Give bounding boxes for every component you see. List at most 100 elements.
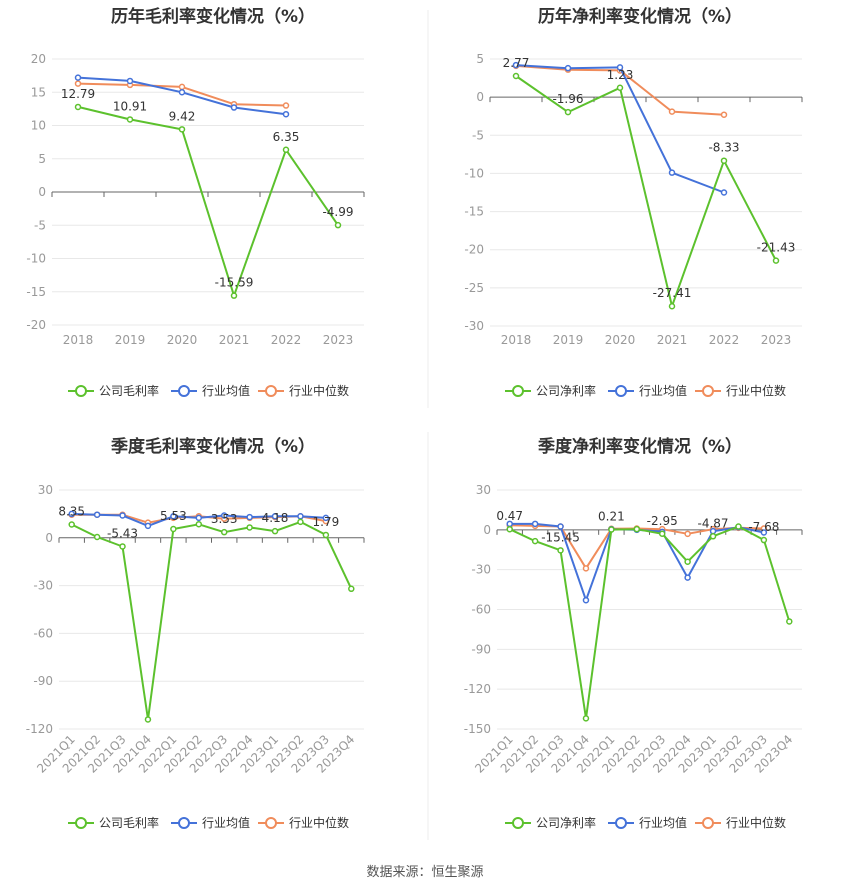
legend-marker-avg: [178, 817, 190, 829]
data-point-median: [720, 111, 728, 118]
series-line-company: [77, 105, 339, 297]
data-point-company: [119, 543, 126, 550]
legend-marker-company: [75, 817, 87, 829]
data-point-company: [512, 72, 520, 80]
y-tick-label: -20: [464, 243, 484, 257]
y-tick-label: 15: [31, 85, 46, 99]
data-point-company: [506, 525, 513, 533]
data-point-company: [709, 533, 717, 540]
series-line-company: [71, 520, 353, 721]
data-label: 6.35: [273, 130, 300, 144]
x-tick-label: 2022: [709, 333, 740, 347]
y-tick-label: -90: [33, 674, 53, 688]
series-line-company: [515, 75, 777, 308]
chart-title: 历年净利率变化情况（%）: [538, 6, 742, 27]
x-tick-label: 2021: [657, 333, 688, 347]
data-point-avg: [220, 512, 228, 519]
legend-label: 行业均值: [639, 383, 687, 398]
x-tick-label: 2019: [553, 333, 584, 347]
legend-marker-company: [75, 385, 87, 397]
data-point-avg: [271, 513, 279, 520]
y-tick-label: -30: [464, 319, 484, 333]
y-tick-label: -10: [464, 166, 484, 180]
x-tick-label: 2018: [63, 333, 94, 347]
data-point-avg: [668, 169, 676, 176]
legend-marker-avg: [615, 817, 627, 829]
x-tick-label: 2019: [115, 333, 146, 347]
series-line-company: [509, 525, 791, 720]
x-tick-label: 2018: [501, 333, 532, 347]
y-tick-label: 5: [476, 52, 484, 66]
data-point-company: [531, 537, 539, 545]
data-point-company: [720, 157, 728, 164]
data-point-company: [616, 84, 624, 92]
data-label: 8.35: [58, 504, 85, 518]
x-tick-label: 2022: [271, 333, 302, 347]
data-point-median: [668, 108, 676, 115]
quarterly-net-margin-chart: 季度净利率变化情况（%）300-30-60-90-120-1502021Q120…: [464, 436, 803, 830]
data-point-avg: [557, 523, 564, 530]
data-point-company: [126, 116, 134, 123]
y-tick-label: -15: [464, 205, 484, 219]
data-label: -5.43: [107, 526, 138, 540]
data-label: -15.45: [541, 530, 580, 544]
data-point-avg: [684, 574, 691, 581]
data-label: -7.68: [748, 520, 779, 534]
data-point-company: [74, 103, 82, 111]
data-point-avg: [74, 74, 82, 81]
data-label: -27.41: [653, 286, 692, 300]
y-tick-label: 0: [483, 523, 491, 537]
data-point-company: [557, 547, 564, 554]
data-point-company: [564, 108, 572, 116]
legend-marker-median: [702, 385, 714, 397]
data-point-avg: [126, 77, 134, 85]
annual-gross-margin-chart: 历年毛利率变化情况（%） 20 15 10 5 0 -5 -10 -15 -20 2018 2019 2…: [26, 6, 365, 398]
data-point-company: [633, 525, 641, 533]
y-tick-label: 30: [476, 483, 491, 497]
legend-marker-company: [512, 385, 524, 397]
x-tick-label: 2023: [761, 333, 792, 347]
data-point-company: [230, 292, 238, 299]
data-point-company: [684, 558, 691, 565]
data-point-company: [334, 221, 342, 229]
legend-label: 行业中位数: [726, 815, 786, 830]
y-tick-label: -20: [26, 318, 46, 332]
data-point-company: [178, 126, 186, 133]
chart-title: 历年毛利率变化情况（%）: [111, 6, 315, 27]
data-point-company: [246, 524, 253, 531]
data-label: -4.99: [322, 205, 353, 219]
y-tick-label: -90: [471, 642, 491, 656]
data-point-avg: [282, 110, 290, 118]
data-point-company: [93, 533, 101, 541]
data-point-median: [178, 83, 186, 91]
y-tick-label: -15: [26, 285, 46, 299]
data-label: 1.23: [607, 68, 634, 82]
y-tick-label: -60: [33, 626, 53, 640]
data-point-company: [282, 146, 290, 154]
data-label: -2.95: [647, 514, 678, 528]
y-tick-label: 10: [31, 119, 46, 133]
data-point-median: [74, 80, 82, 87]
chart-title: 季度净利率变化情况（%）: [538, 436, 742, 457]
data-point-company: [348, 585, 355, 593]
data-label: 0.21: [598, 510, 625, 524]
y-tick-label: -150: [464, 722, 491, 736]
data-point-avg: [512, 61, 520, 69]
data-point-avg: [760, 529, 768, 536]
legend-label: 行业中位数: [289, 383, 349, 398]
legend-marker-median: [265, 817, 277, 829]
data-point-median: [582, 565, 590, 572]
data-point-avg: [246, 513, 253, 521]
legend-label: 公司毛利率: [99, 815, 159, 830]
data-point-avg: [230, 104, 238, 111]
data-point-company: [195, 521, 203, 528]
legend-label: 行业均值: [639, 815, 687, 830]
data-point-avg: [119, 512, 126, 519]
data-label: 2.77: [503, 56, 530, 70]
x-tick-label: 2020: [167, 333, 198, 347]
y-tick-label: 0: [45, 531, 53, 545]
data-point-company: [760, 536, 768, 544]
legend-label: 行业均值: [202, 815, 250, 830]
data-point-avg: [564, 64, 572, 72]
